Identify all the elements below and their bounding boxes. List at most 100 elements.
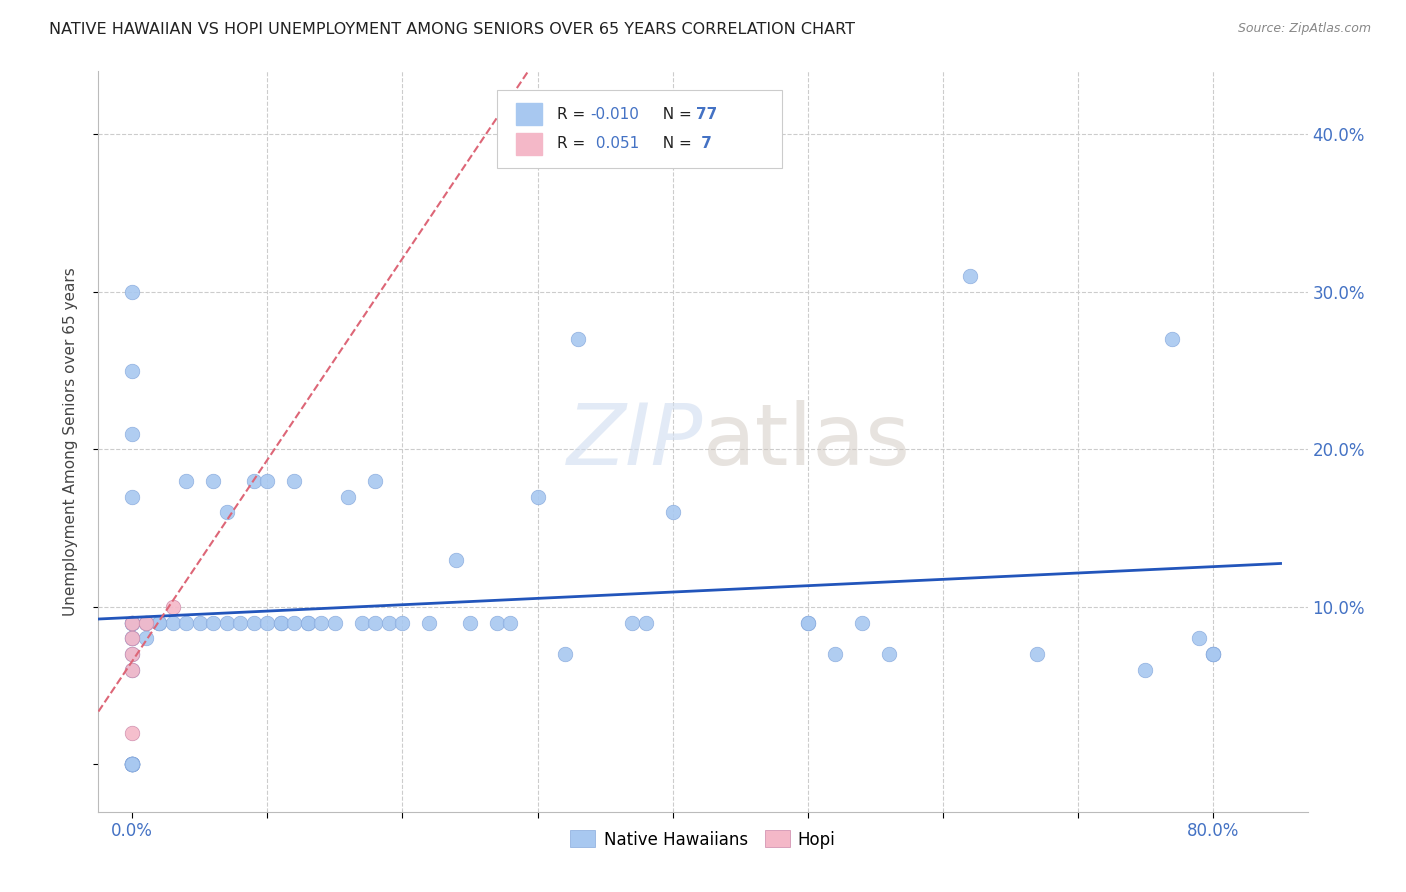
Point: [364, 474, 387, 488]
Point: [851, 615, 873, 630]
Point: [121, 426, 143, 441]
Point: [135, 615, 157, 630]
Point: [446, 552, 468, 566]
Point: [121, 663, 143, 677]
Point: [634, 615, 657, 630]
Point: [458, 615, 481, 630]
Point: [243, 474, 266, 488]
Point: [121, 757, 143, 772]
Point: [121, 615, 143, 630]
Point: [121, 757, 143, 772]
Point: [499, 615, 522, 630]
Point: [121, 757, 143, 772]
Point: [1202, 647, 1225, 661]
Point: [188, 615, 211, 630]
Point: [121, 647, 143, 661]
Text: 0.051: 0.051: [591, 136, 638, 152]
Point: [350, 615, 373, 630]
Point: [229, 615, 252, 630]
Point: [148, 615, 170, 630]
Text: N =: N =: [654, 136, 697, 152]
Text: NATIVE HAWAIIAN VS HOPI UNEMPLOYMENT AMONG SENIORS OVER 65 YEARS CORRELATION CHA: NATIVE HAWAIIAN VS HOPI UNEMPLOYMENT AMO…: [49, 22, 855, 37]
Y-axis label: Unemployment Among Seniors over 65 years: Unemployment Among Seniors over 65 years: [63, 268, 77, 615]
Point: [323, 615, 346, 630]
Point: [135, 615, 157, 630]
Point: [121, 285, 143, 299]
Text: ZIP: ZIP: [567, 400, 703, 483]
Point: [554, 647, 576, 661]
Point: [121, 615, 143, 630]
Point: [121, 757, 143, 772]
Point: [121, 726, 143, 740]
Point: [337, 490, 360, 504]
Point: [661, 505, 683, 519]
Point: [1135, 663, 1157, 677]
Point: [121, 757, 143, 772]
Bar: [516, 133, 543, 155]
Point: [121, 615, 143, 630]
Point: [364, 615, 387, 630]
Point: [243, 615, 266, 630]
Text: 77: 77: [696, 107, 717, 122]
Point: [162, 599, 184, 614]
Point: [959, 269, 981, 284]
Point: [121, 615, 143, 630]
Text: N =: N =: [654, 107, 697, 122]
Point: [121, 757, 143, 772]
Point: [202, 615, 225, 630]
Point: [121, 632, 143, 646]
Point: [174, 474, 197, 488]
Text: R =: R =: [557, 136, 589, 152]
Point: [567, 332, 589, 346]
Point: [270, 615, 292, 630]
Text: -0.010: -0.010: [591, 107, 640, 122]
Point: [1026, 647, 1049, 661]
Point: [877, 647, 900, 661]
Point: [215, 615, 238, 630]
Bar: [516, 103, 543, 126]
Point: [121, 647, 143, 661]
Point: [121, 615, 143, 630]
Point: [256, 615, 278, 630]
Point: [121, 632, 143, 646]
Point: [1161, 332, 1184, 346]
Text: atlas: atlas: [703, 400, 911, 483]
Point: [121, 757, 143, 772]
Point: [621, 615, 644, 630]
Point: [121, 757, 143, 772]
Point: [526, 490, 548, 504]
Point: [1188, 632, 1211, 646]
Point: [148, 615, 170, 630]
Point: [796, 615, 818, 630]
Point: [796, 615, 818, 630]
Point: [297, 615, 319, 630]
Point: [391, 615, 413, 630]
Point: [121, 632, 143, 646]
Legend: Native Hawaiians, Hopi: Native Hawaiians, Hopi: [564, 823, 842, 855]
Text: R =: R =: [557, 107, 589, 122]
Point: [418, 615, 440, 630]
FancyBboxPatch shape: [498, 90, 782, 168]
Point: [270, 615, 292, 630]
Point: [148, 615, 170, 630]
Point: [283, 474, 305, 488]
Point: [121, 490, 143, 504]
Point: [256, 474, 278, 488]
Point: [378, 615, 401, 630]
Point: [297, 615, 319, 630]
Point: [1202, 647, 1225, 661]
Point: [162, 615, 184, 630]
Point: [121, 757, 143, 772]
Point: [135, 632, 157, 646]
Point: [121, 663, 143, 677]
Point: [121, 757, 143, 772]
Text: 7: 7: [696, 136, 711, 152]
Point: [311, 615, 333, 630]
Text: Source: ZipAtlas.com: Source: ZipAtlas.com: [1237, 22, 1371, 36]
Point: [824, 647, 846, 661]
Point: [135, 615, 157, 630]
Point: [202, 474, 225, 488]
Point: [283, 615, 305, 630]
Point: [1202, 647, 1225, 661]
Point: [215, 505, 238, 519]
